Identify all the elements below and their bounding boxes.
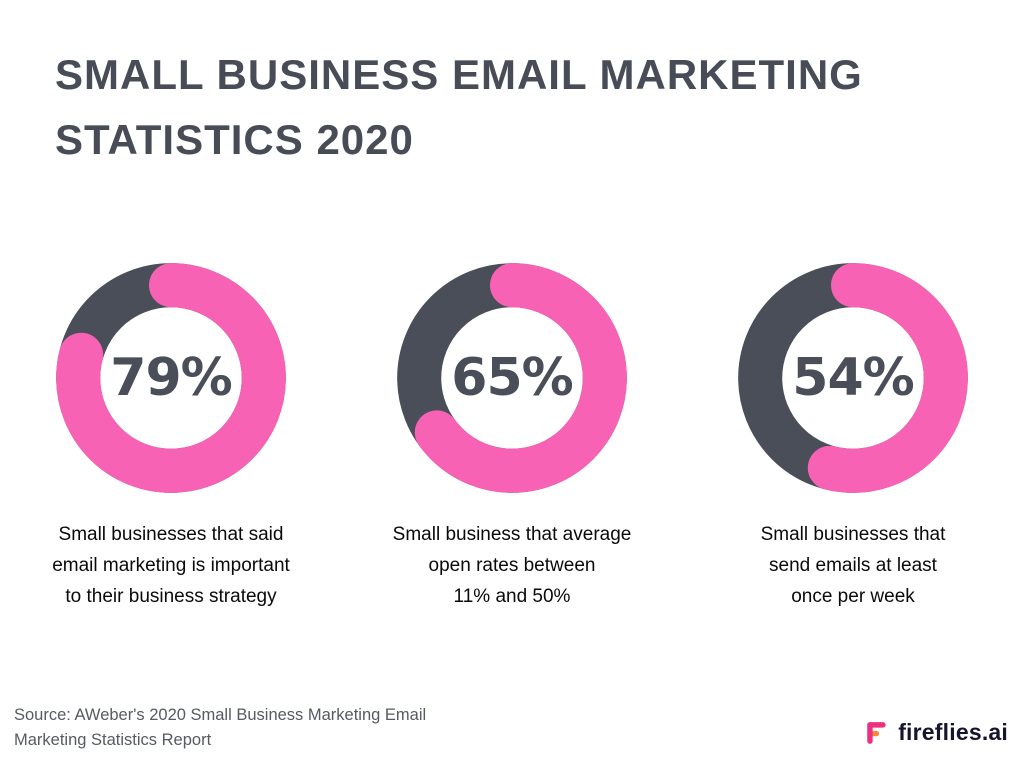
- donut-percent-label: 79%: [110, 348, 232, 408]
- donut-value-segment: [738, 263, 968, 493]
- donut-svg: [56, 263, 286, 493]
- fireflies-logo-icon: [867, 721, 886, 744]
- stat-card-weekly-emails: 54% Small businesses that send emails at…: [692, 262, 1014, 612]
- donut-percent-label: 65%: [451, 348, 573, 408]
- stat-caption: Small businesses that send emails at lea…: [760, 524, 946, 607]
- source-note: Source: AWeber's 2020 Small Business Mar…: [14, 705, 427, 750]
- donut-value-segment: [56, 263, 286, 493]
- donut-chart-79: 79%: [55, 262, 287, 494]
- donut-svg: [397, 263, 627, 493]
- brand-name: fireflies.ai: [898, 719, 1008, 745]
- donut-percent-label: 54%: [792, 348, 914, 408]
- page-title: SMALL BUSINESS EMAIL MARKETING STATISTIC…: [55, 51, 863, 164]
- donut-svg: [738, 263, 968, 493]
- brand-logo: fireflies.ai: [864, 719, 1008, 746]
- stat-card-open-rates: 65% Small business that average open rat…: [351, 262, 673, 612]
- stats-row: 79% Small businesses that said email mar…: [0, 262, 1024, 612]
- donut-chart-65: 65%: [396, 262, 628, 494]
- stat-caption: Small business that average open rates b…: [392, 524, 632, 607]
- donut-chart-54: 54%: [737, 262, 969, 494]
- stat-caption: Small businesses that said email marketi…: [52, 524, 290, 607]
- stat-card-email-importance: 79% Small businesses that said email mar…: [10, 262, 332, 612]
- donut-value-segment: [397, 263, 627, 493]
